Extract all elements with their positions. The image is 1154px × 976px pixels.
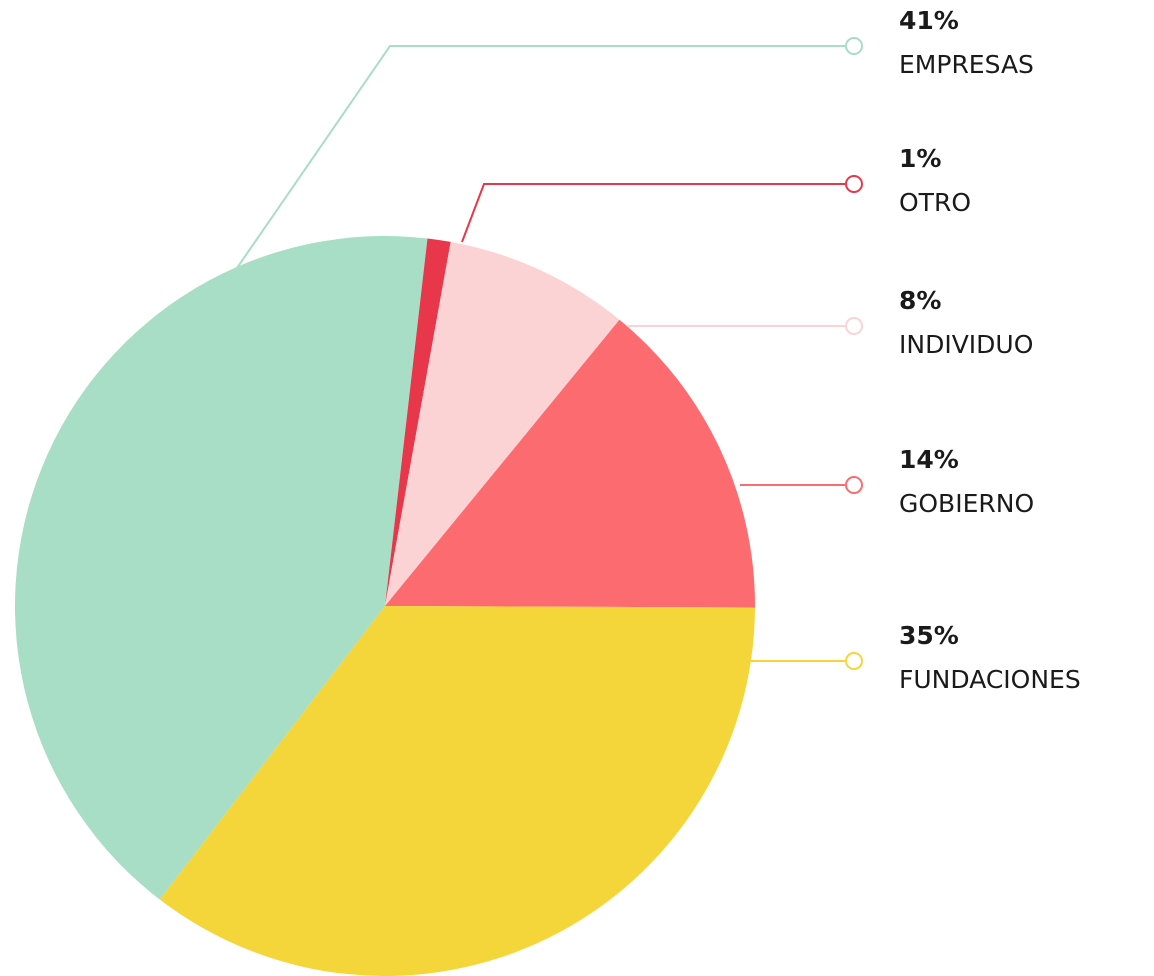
value-label: 14% bbox=[899, 445, 959, 474]
pie-slice bbox=[385, 241, 620, 607]
value-label: 1% bbox=[899, 144, 941, 173]
pie-slice bbox=[385, 238, 451, 607]
pie-slice bbox=[385, 319, 755, 608]
value-label: 8% bbox=[899, 286, 941, 315]
leader-line bbox=[461, 183, 845, 243]
legend-label: FUNDACIONES bbox=[899, 665, 1081, 694]
legend-marker bbox=[845, 175, 863, 193]
legend-marker bbox=[845, 652, 863, 670]
value-label: 41% bbox=[899, 6, 959, 35]
legend-label: GOBIERNO bbox=[899, 489, 1034, 518]
legend-marker bbox=[845, 317, 863, 335]
legend-label: EMPRESAS bbox=[899, 50, 1034, 79]
legend-marker bbox=[845, 37, 863, 55]
value-label: 35% bbox=[899, 621, 959, 650]
legend-label: INDIVIDUO bbox=[899, 330, 1033, 359]
leader-line bbox=[236, 45, 845, 269]
legend-marker bbox=[845, 476, 863, 494]
legend-label: OTRO bbox=[899, 188, 971, 217]
pie-slice bbox=[159, 606, 755, 976]
pie-slice bbox=[15, 235, 428, 900]
